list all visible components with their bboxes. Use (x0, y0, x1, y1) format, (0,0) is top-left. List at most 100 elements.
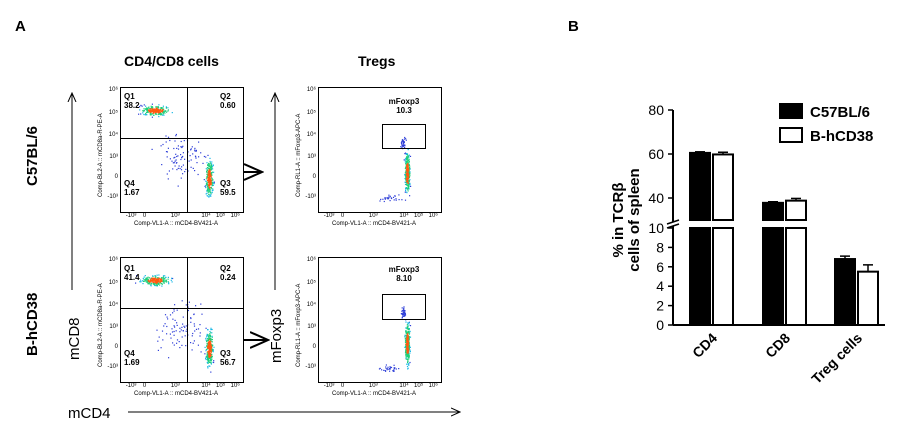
flow-dot (208, 172, 210, 174)
flow-dot (405, 348, 408, 350)
flow-dot (407, 338, 409, 340)
flow-dot (401, 313, 403, 315)
flow-dot (386, 369, 388, 371)
flow-y-tick: 10⁴ (306, 132, 316, 139)
flow-dot (406, 167, 408, 169)
flow-dot (408, 333, 410, 335)
flow-dot (406, 154, 408, 156)
y-tick-label: 2 (656, 298, 664, 314)
flow-dot (206, 188, 209, 190)
flow-dot (149, 283, 151, 285)
flow-dot (206, 340, 208, 342)
flow-dot (161, 285, 163, 287)
flow-dot (405, 188, 407, 190)
flow-dot (210, 173, 213, 175)
flow-dot (405, 341, 407, 343)
flow-dot (410, 185, 412, 187)
flow-dot (158, 282, 160, 284)
flow-dot (408, 344, 411, 346)
panel-a-label: A (15, 18, 26, 35)
flow-dot (148, 281, 150, 283)
flow-dot (379, 200, 381, 202)
flow-dot (155, 277, 157, 280)
flow-dot (404, 338, 406, 340)
flow-dot (163, 111, 165, 113)
flow-dot (144, 280, 146, 282)
flow-dot (211, 350, 213, 352)
flow-dot (168, 283, 170, 285)
flow-dot (407, 155, 409, 157)
flow-dot (205, 356, 207, 358)
flow-dot (156, 107, 158, 109)
flow-dot (143, 279, 145, 281)
flow-dot (170, 279, 172, 281)
flow-dot (153, 110, 155, 112)
bar (689, 151, 711, 221)
flow-dot (180, 177, 182, 179)
flow-dot (152, 110, 154, 112)
flow-dot (213, 361, 215, 364)
flow-dot (205, 178, 207, 180)
flow-dot (152, 112, 154, 114)
flow-dot (154, 284, 156, 287)
y-tick-label: 40 (648, 190, 664, 206)
flow-dot (405, 346, 407, 349)
bar-lower-part (689, 227, 711, 326)
flow-dot (406, 356, 408, 358)
flow-dot (213, 360, 215, 362)
flow-dot (206, 173, 208, 175)
flow-dot (154, 277, 156, 279)
flow-dot (196, 162, 198, 164)
flow-dot (147, 111, 149, 113)
flow-dot (400, 142, 402, 144)
flow-dot (407, 327, 409, 330)
flow-dot (404, 315, 406, 317)
flow-dot (406, 184, 408, 186)
flow-dot (205, 180, 207, 182)
flow-dot (151, 110, 153, 112)
flow-dot (407, 160, 409, 162)
flow-dot (208, 355, 210, 357)
flow-dot (171, 331, 174, 333)
flow-dot (160, 280, 162, 282)
flow-dot (208, 351, 210, 353)
flow-y-axis-title: Comp-BL2-A :: mCD8a-R-PE-A (98, 113, 104, 197)
flow-dot (167, 109, 169, 111)
flow-dot (171, 328, 173, 330)
flow-dot (174, 165, 176, 167)
flow-y-axis-title: Comp-RL1-A :: mFoxp3-APC-A (296, 283, 302, 367)
flow-y-tick: 10³ (109, 154, 118, 161)
flow-dot (402, 145, 404, 147)
flow-dot (156, 109, 158, 111)
flow-dot (204, 346, 206, 348)
flow-dot (176, 339, 179, 341)
flow-dot (167, 147, 169, 149)
flow-dot (160, 108, 162, 110)
flow-dot (199, 332, 201, 334)
flow-dot (408, 329, 410, 331)
flow-dot (406, 157, 408, 159)
bar-chart: 40 60 80 0 2 4 6 8 10 % in TCRβ cells of spleen CD4… (610, 102, 885, 387)
flow-dots-treg-hcd38 (378, 306, 412, 372)
flow-dot (151, 278, 153, 280)
flow-dot (402, 312, 404, 314)
flow-dot (208, 164, 210, 166)
flow-x-tick: 10³ (368, 383, 378, 389)
flow-dot (153, 112, 155, 114)
flow-dot (408, 174, 410, 176)
flow-dot (150, 280, 152, 282)
flow-dot (210, 187, 212, 189)
flow-dot (176, 169, 178, 171)
flow-x-tick: 10³ (170, 383, 180, 389)
flow-dot (384, 197, 386, 199)
flow-dot (405, 161, 407, 163)
flow-dot (174, 326, 176, 328)
bar (712, 153, 734, 221)
flow-dot (151, 116, 153, 118)
flow-y-tick: -10³ (107, 194, 118, 201)
flow-plot-treg-c57: mFoxp3 10.3 (318, 87, 442, 213)
flow-dot (166, 111, 168, 113)
flow-dot (175, 133, 177, 136)
flow-dot (210, 338, 212, 340)
flow-dots-cd-hcd38 (135, 274, 215, 373)
